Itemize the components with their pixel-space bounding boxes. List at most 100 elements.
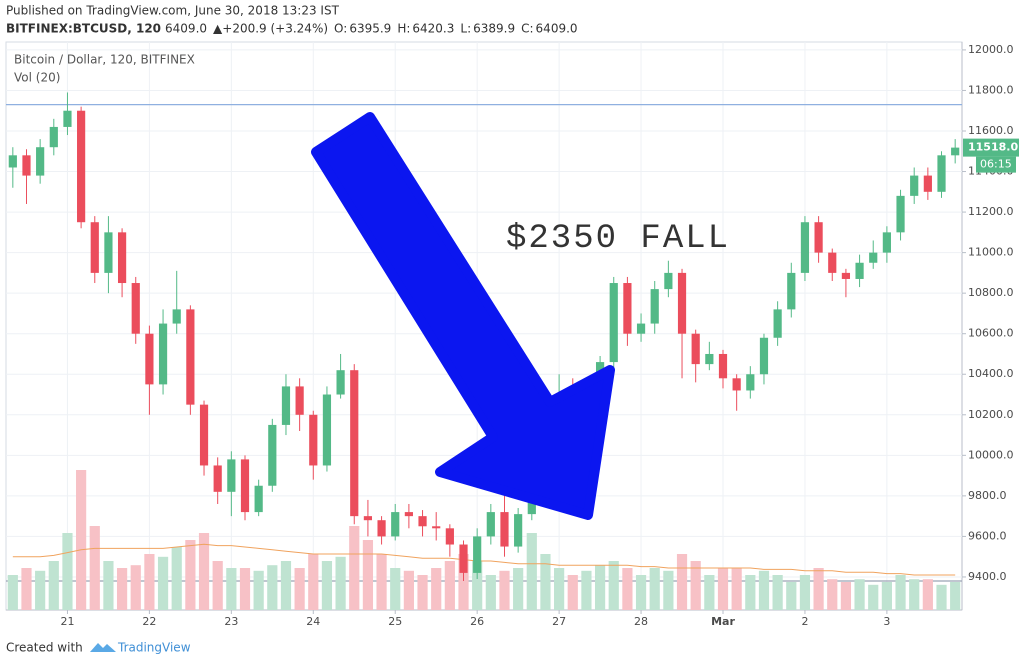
volume-bar (895, 575, 906, 610)
candle-body (910, 175, 919, 196)
candle-body (268, 424, 277, 486)
volume-bar (936, 584, 947, 610)
header-field: ▲+200.9 (+3.24%) (213, 22, 328, 36)
candle-body (841, 272, 851, 279)
candle-body (309, 414, 318, 466)
header-field: H: (397, 22, 410, 36)
candle-body (254, 485, 263, 513)
candle-body (787, 272, 796, 310)
candle-body (636, 323, 646, 334)
candle-body (664, 272, 673, 290)
candle-body (391, 512, 400, 537)
candle-body (186, 309, 195, 405)
header-field: 6389.9 (473, 22, 515, 36)
volume-bar (48, 561, 59, 610)
volume-bar (922, 579, 933, 610)
volume-bar (294, 568, 305, 610)
volume-bar (21, 568, 32, 610)
candle-body (172, 309, 181, 324)
x-tick-label: 25 (388, 615, 402, 628)
y-tick-label: 12000.0 (968, 43, 1014, 56)
candle-body (951, 147, 960, 156)
y-tick-label: 11000.0 (968, 246, 1014, 259)
volume-bar (745, 575, 756, 610)
volume-bar (130, 565, 141, 610)
volume-bar (554, 568, 565, 610)
volume-ma-line (12, 543, 956, 576)
x-tick-label: 24 (306, 615, 320, 628)
candle-body (240, 459, 250, 513)
candle-body (145, 333, 154, 385)
volume-bar (103, 561, 114, 610)
volume-bar (704, 575, 715, 610)
volume-bar (881, 582, 892, 610)
y-tick-label: 10800.0 (968, 286, 1014, 299)
candle-body (677, 272, 687, 334)
volume-bar (950, 582, 961, 610)
volume-bar (403, 570, 414, 610)
candle-body (363, 516, 373, 521)
footer-brand[interactable]: TradingView (117, 641, 191, 655)
candle-body (104, 232, 113, 273)
candle-body (650, 289, 659, 324)
candle-body (500, 512, 509, 547)
y-tick-label: 11200.0 (968, 205, 1014, 218)
pane-title: Bitcoin / Dollar, 120, BITFINEX (14, 53, 195, 67)
volume-bar (731, 568, 742, 610)
x-tick-label: 21 (60, 615, 74, 628)
candle-body (158, 323, 168, 385)
volume-bar (280, 561, 292, 610)
volume-bar (608, 561, 619, 610)
volume-bar (335, 556, 346, 610)
volume-bar (540, 554, 551, 610)
volume-bar (717, 568, 729, 610)
candle-body (117, 232, 127, 284)
candle-body (227, 459, 236, 492)
candle-body (937, 155, 946, 192)
volume-bar (144, 554, 155, 610)
candle-body (828, 252, 837, 273)
candle-body (445, 528, 454, 545)
candle-body (718, 353, 728, 379)
candle-body (295, 386, 304, 415)
candle-body (923, 175, 932, 192)
last-price-box (963, 138, 1019, 157)
candle-body (486, 512, 495, 537)
volume-bar (239, 568, 251, 610)
volume-bar (840, 582, 852, 610)
volume-bar (7, 575, 18, 610)
volume-bar (376, 554, 387, 610)
logo (90, 643, 116, 652)
x-tick-label: 28 (634, 615, 648, 628)
y-tick-label: 10400.0 (968, 367, 1014, 380)
volume-bar (62, 533, 73, 610)
volume-bar (116, 568, 128, 610)
volume-bar (35, 570, 46, 610)
footer-created: Created with (6, 641, 83, 655)
x-tick-label: 3 (883, 615, 890, 628)
volume-bar (76, 470, 87, 610)
candle-body (814, 222, 823, 253)
countdown-box (976, 156, 1016, 173)
candle-body (732, 378, 741, 391)
volume-bar (526, 533, 537, 610)
x-tick-label: 22 (142, 615, 156, 628)
candle-body (77, 110, 86, 223)
arrow (311, 112, 615, 520)
candle-body (691, 333, 700, 365)
volume-bar (390, 568, 401, 610)
volume-bar (458, 554, 469, 610)
volume-title: Vol (20) (14, 71, 60, 85)
candle-body (869, 252, 878, 263)
candle-body (746, 374, 755, 391)
candle-body (800, 222, 810, 273)
x-tick-label: 27 (552, 615, 566, 628)
candle-body (514, 514, 523, 547)
candle-body (90, 222, 99, 273)
volume-bar (499, 570, 510, 610)
candle-body (63, 110, 72, 127)
volume-bar (622, 568, 633, 610)
last-price-label: 11518.0 (968, 141, 1018, 154)
volume-bar (868, 584, 879, 610)
candle-body (213, 465, 222, 492)
